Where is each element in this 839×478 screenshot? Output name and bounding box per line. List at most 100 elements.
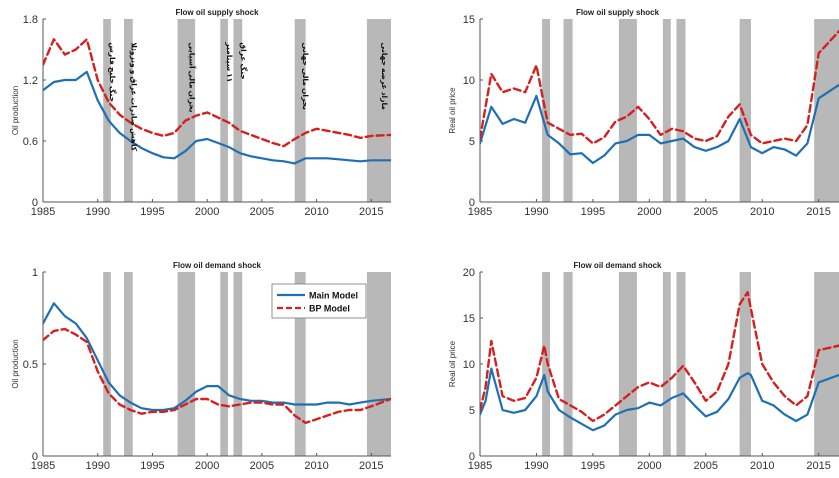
shaded-period — [618, 272, 637, 456]
x-tick-label: 1985 — [468, 460, 492, 472]
x-tick-label: 2010 — [304, 460, 328, 472]
x-tick-label: 1995 — [140, 460, 164, 472]
series-line-main-model — [480, 83, 839, 165]
event-annotation: بحران مالی جهانی — [301, 42, 310, 110]
x-tick-label: 2015 — [359, 460, 383, 472]
chart-panel-2: 1985 1990 1995 2000 2005 2010 2015 0 5 10 15 Flow o… — [448, 8, 839, 218]
shaded-period — [739, 272, 751, 456]
series-line-main-model — [43, 302, 391, 412]
shaded-period — [233, 272, 243, 456]
x-tick-label: 1990 — [85, 460, 109, 472]
shaded-period — [103, 272, 111, 456]
y-axis-label: Real oil price — [448, 340, 457, 387]
shaded-period — [123, 272, 133, 456]
chart-panel-1: 1985 1990 1995 2000 2005 2010 2015 0 0.6 1.2 1.8 Fl… — [11, 8, 391, 218]
shaded-period — [563, 272, 573, 456]
x-tick-label: 1995 — [581, 460, 605, 472]
chart-title: Flow oil supply shock — [175, 8, 259, 17]
y-tick-label: 0.6 — [23, 136, 38, 148]
chart-panel-4: 1985 1990 1995 2000 2005 2010 2015 0 5 10 15 20 Flow… — [448, 261, 839, 472]
shaded-period — [662, 19, 671, 202]
x-tick-label: 2015 — [806, 206, 830, 218]
event-annotation: بحران مالی آسیایی — [187, 42, 197, 112]
x-tick-label: 1990 — [85, 206, 109, 218]
legend-label: BP Model — [309, 304, 350, 314]
event-annotation: جنگ عراق — [239, 42, 248, 79]
event-annotation: مازاد عرضه جهانی — [380, 42, 389, 110]
x-tick-label: 2000 — [637, 206, 661, 218]
y-tick-label: 0 — [32, 451, 38, 463]
event-annotation: ۱۱ سپتامبر — [225, 41, 234, 82]
shaded-period — [563, 19, 573, 202]
y-axis-label: Real oil price — [448, 87, 457, 134]
legend-label: Main Model — [309, 291, 358, 301]
shaded-period — [103, 19, 111, 202]
chart-title: Flow oil supply shock — [576, 8, 660, 17]
shaded-period — [542, 272, 550, 456]
shaded-period — [676, 19, 686, 202]
y-tick-label: 0 — [469, 451, 475, 463]
shaded-period — [177, 272, 196, 456]
y-tick-label: 1.8 — [23, 14, 38, 26]
y-tick-label: 0.5 — [23, 359, 38, 371]
y-tick-label: 1 — [32, 267, 38, 279]
x-tick-label: 2000 — [195, 206, 219, 218]
series-line-bp-model — [480, 30, 839, 145]
shaded-period — [814, 272, 839, 456]
x-tick-label: 2005 — [694, 206, 718, 218]
shaded-period — [814, 19, 839, 202]
legend: Main Model BP Model — [271, 283, 367, 319]
shaded-period — [618, 19, 637, 202]
x-tick-label: 1995 — [140, 206, 164, 218]
x-tick-label: 1985 — [468, 206, 492, 218]
series-line-bp-model — [480, 291, 839, 423]
y-tick-label: 15 — [463, 313, 475, 325]
x-tick-label: 2010 — [750, 460, 774, 472]
shaded-period — [366, 19, 391, 202]
y-tick-label: 5 — [469, 136, 475, 148]
chart-title: Flow oil demand shock — [573, 261, 662, 270]
shaded-period — [233, 19, 243, 202]
y-tick-label: 10 — [463, 75, 475, 87]
y-tick-label: 0 — [469, 197, 475, 209]
event-annotation: کاهش صادرات عراق و ونزوئلا — [129, 42, 138, 151]
x-tick-label: 2010 — [304, 206, 328, 218]
shaded-period — [294, 272, 306, 456]
x-tick-label: 1990 — [524, 460, 548, 472]
y-tick-label: 1.2 — [23, 75, 38, 87]
x-tick-label: 2015 — [806, 460, 830, 472]
x-tick-label: 2005 — [250, 206, 274, 218]
shaded-period — [676, 272, 686, 456]
chart-title: Flow oil demand shock — [173, 261, 262, 270]
x-tick-label: 1985 — [31, 460, 55, 472]
shaded-period — [123, 19, 133, 202]
y-tick-label: 20 — [463, 267, 475, 279]
shaded-period — [294, 19, 306, 202]
y-tick-label: 5 — [469, 405, 475, 417]
y-tick-label: 10 — [463, 359, 475, 371]
shaded-period — [220, 272, 228, 456]
shaded-period — [739, 19, 751, 202]
x-tick-label: 2005 — [694, 460, 718, 472]
series-line-bp-model — [43, 327, 391, 425]
series-line-main-model — [43, 70, 391, 165]
y-axis-label: Oil production — [11, 86, 20, 135]
x-tick-label: 1985 — [31, 206, 55, 218]
y-tick-label: 15 — [463, 14, 475, 26]
y-tick-label: 0 — [32, 197, 38, 209]
x-tick-label: 2000 — [637, 460, 661, 472]
shaded-period — [366, 272, 391, 456]
series-line-main-model — [480, 367, 839, 432]
shaded-period — [220, 19, 228, 202]
series-line-bp-model — [43, 38, 391, 148]
x-tick-label: 1990 — [524, 206, 548, 218]
x-tick-label: 2015 — [359, 206, 383, 218]
y-axis-label: Oil production — [11, 339, 20, 388]
x-tick-label: 2000 — [195, 460, 219, 472]
shaded-period — [177, 19, 196, 202]
event-annotation: جنگ خلیج فارس — [108, 42, 117, 102]
shaded-period — [662, 272, 671, 456]
x-tick-label: 2010 — [750, 206, 774, 218]
chart-panel-3: 1985 1990 1995 2000 2005 2010 2015 0 0.5 1 Flow oi… — [11, 261, 391, 472]
